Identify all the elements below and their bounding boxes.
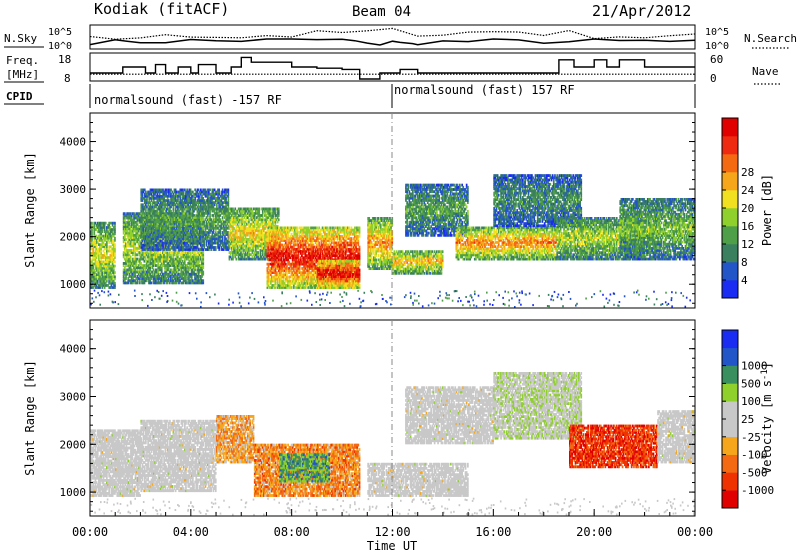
power-cell bbox=[105, 222, 107, 225]
power-cell bbox=[114, 237, 116, 240]
power-cell bbox=[125, 238, 127, 241]
power-cell bbox=[114, 222, 116, 225]
nave-label: Nave bbox=[752, 65, 779, 78]
power-cells bbox=[90, 174, 696, 308]
cpid-segment-1: normalsound (fast) -157 RF bbox=[94, 93, 282, 107]
freq-tick-top: 18 bbox=[58, 53, 71, 66]
power-cell bbox=[114, 265, 116, 268]
power-cell bbox=[104, 252, 106, 255]
beam-title: Beam 04 bbox=[352, 4, 411, 20]
noise-right-label: N.Search bbox=[744, 32, 797, 45]
cpid-segment-2: normalsound (fast) 157 RF bbox=[394, 83, 575, 97]
noise-right-tick-top: 10^5 bbox=[705, 27, 729, 38]
frequency-line-solid bbox=[90, 57, 695, 79]
power-cell bbox=[114, 282, 116, 285]
nave-tick-bottom: 0 bbox=[710, 72, 717, 85]
power-cell bbox=[114, 243, 116, 246]
nave-tick-top: 60 bbox=[710, 53, 723, 66]
freq-label-line1: Freq. bbox=[6, 54, 39, 67]
frequency-panel: Freq. [MHz] 18 8 60 0 Nave bbox=[4, 53, 780, 85]
station-title: Kodiak (fitACF) bbox=[94, 0, 229, 18]
noise-line-solid bbox=[90, 39, 695, 45]
power-cell bbox=[91, 222, 93, 225]
noise-right-tick-bottom: 10^0 bbox=[705, 41, 729, 52]
power-cell bbox=[114, 276, 116, 279]
noise-line-dotted bbox=[90, 28, 695, 39]
noise-panel: N.Sky 10^5 10^0 10^5 10^0 N.Search bbox=[4, 25, 797, 52]
freq-tick-bottom: 8 bbox=[64, 72, 71, 85]
noise-left-label: N.Sky bbox=[4, 32, 37, 45]
power-cell bbox=[150, 282, 152, 285]
noise-left-tick-top: 10^5 bbox=[48, 27, 72, 38]
radar-figure: Kodiak (fitACF) Beam 04 21/Apr/2012 N.Sk… bbox=[0, 0, 800, 554]
noise-left-tick-bottom: 10^0 bbox=[48, 41, 72, 52]
freq-label-line2: [MHz] bbox=[6, 68, 39, 81]
cpid-label: CPID bbox=[6, 90, 33, 103]
power-cell bbox=[114, 271, 116, 274]
date-title: 21/Apr/2012 bbox=[592, 2, 691, 20]
frequency-series-group bbox=[90, 57, 695, 79]
noise-series-group bbox=[90, 28, 695, 45]
cpid-panel: CPID normalsound (fast) -157 RF normalso… bbox=[4, 83, 695, 108]
power-cell bbox=[114, 261, 116, 264]
